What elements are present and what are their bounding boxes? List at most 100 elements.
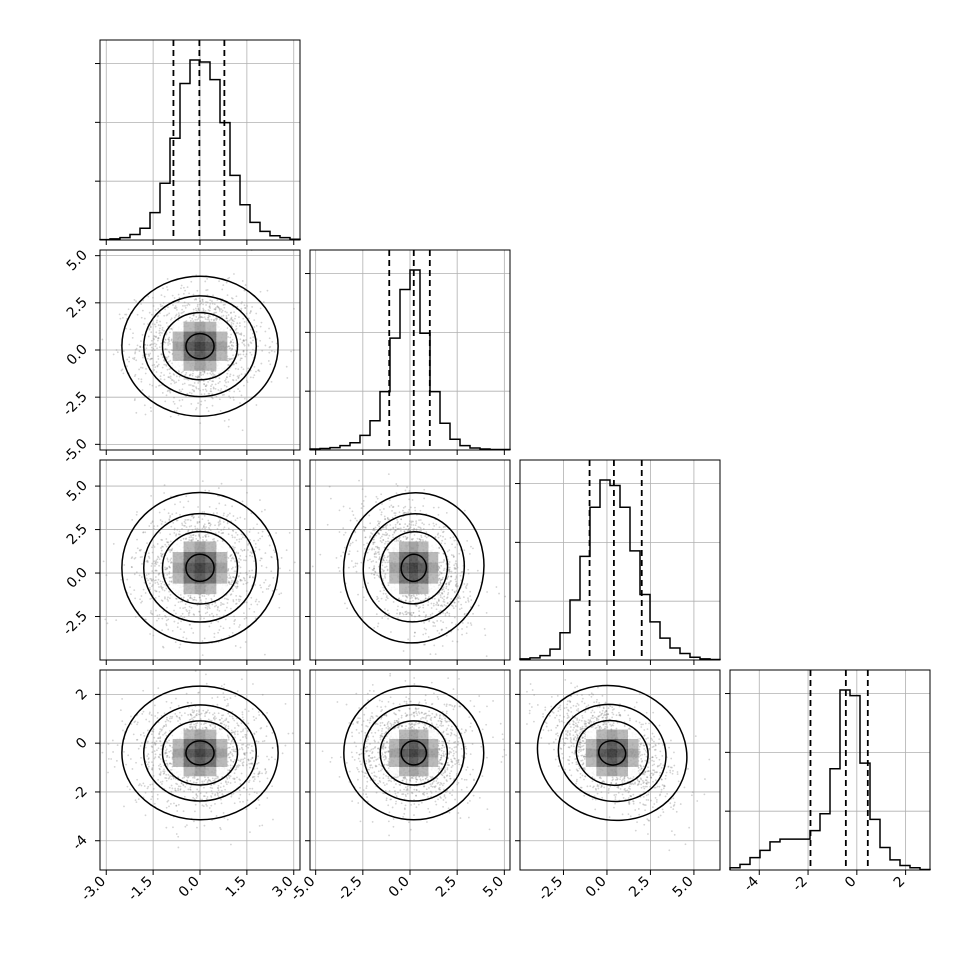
scatter-point [184,712,186,715]
scatter-point [191,597,193,600]
scatter-point [226,311,228,314]
scatter-point [216,703,219,706]
scatter-point [167,628,170,631]
scatter-point [223,512,225,515]
scatter-point [423,622,426,624]
density-cell [172,351,184,361]
scatter-point [238,333,241,335]
scatter-point [377,546,379,549]
scatter-point [427,600,430,603]
scatter-point [195,387,198,390]
scatter-point [246,349,248,352]
scatter-point [147,552,150,555]
scatter-point [205,390,208,392]
scatter-point [422,633,425,636]
scatter-point [207,316,210,319]
scatter-point [174,604,177,607]
scatter-point [214,524,216,527]
density-cell [428,552,439,563]
scatter-point [200,316,203,318]
scatter-point [175,612,177,615]
scatter-point [168,805,170,808]
scatter-point [369,558,371,561]
scatter-point [243,384,245,387]
scatter-point [348,550,351,553]
scatter-point [124,313,126,316]
scatter-point [191,372,194,375]
scatter-point [453,590,456,593]
scatter-point [209,307,212,309]
scatter-point [104,618,107,621]
scatter-point [150,343,153,346]
scatter-point [467,572,470,575]
scatter-point [196,521,199,523]
scatter-point [213,303,216,306]
scatter-point [213,605,216,608]
scatter-point [159,331,162,334]
scatter-point [152,527,155,530]
scatter-point [228,395,230,398]
scatter-point [369,535,372,538]
scatter-point [187,518,190,521]
scatter-point [243,343,245,346]
scatter-point [184,525,186,527]
scatter-point [163,484,166,486]
scatter-point [249,554,251,557]
scatter-point [122,372,125,375]
scatter-point [185,692,188,695]
scatter-point [212,386,215,389]
density-cell [194,360,206,371]
scatter-point [135,513,138,516]
scatter-point [225,385,228,388]
scatter-point [427,604,429,606]
scatter-point [349,519,352,522]
scatter-point [174,503,176,506]
scatter-point [136,547,139,550]
scatter-point [211,300,213,302]
scatter-point [232,322,235,325]
scatter-point [386,609,389,612]
scatter-point [154,596,157,599]
scatter-point [443,598,445,601]
scatter-point [206,406,208,409]
scatter-point [129,586,131,589]
scatter-point [372,541,375,544]
scatter-point [134,351,137,354]
scatter-point [338,509,341,512]
scatter-point [178,296,181,299]
scatter-point [206,605,209,608]
scatter-point [472,547,474,550]
scatter-point [160,562,163,565]
scatter-point [192,632,195,634]
scatter-point [461,633,463,636]
scatter-point [255,731,258,733]
scatter-point [338,570,341,572]
scatter-point [385,534,388,536]
scatter-point [145,347,148,350]
scatter-point [235,538,238,541]
scatter-point [382,558,385,561]
scatter-point [159,303,162,306]
scatter-point [173,403,176,405]
scatter-point [388,499,391,502]
scatter-point [218,502,221,505]
density-cell [183,321,195,332]
scatter-point [142,356,144,359]
scatter-point [165,394,168,397]
scatter-point [165,806,168,809]
scatter-point [115,619,118,622]
scatter-point [169,516,171,519]
scatter-point [373,576,376,579]
scatter-point [461,622,464,624]
scatter-point [151,521,154,524]
scatter-point [387,537,390,540]
scatter-point [404,523,407,525]
scatter-point [436,602,439,605]
scatter-point [154,562,156,565]
scatter-point [170,317,173,320]
scatter-point [384,561,387,564]
scatter-point [232,515,235,517]
scatter-point [150,790,153,793]
scatter-point [223,696,226,699]
scatter-point [189,539,192,542]
